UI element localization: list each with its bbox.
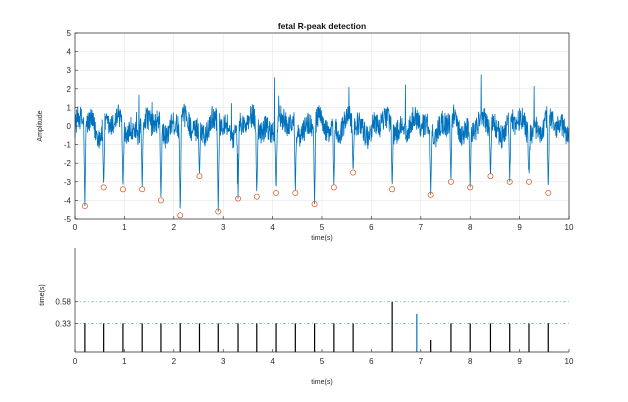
- detected-peak-marker: [526, 178, 532, 185]
- detected-peak-markers: [81, 169, 552, 219]
- rr-interval-stems: [84, 301, 549, 352]
- bottom-x-axis-label: time(s): [311, 379, 332, 386]
- detected-peak-marker: [350, 169, 357, 176]
- top-x-tick-label: 2: [172, 223, 177, 232]
- top-y-tick-label: -5: [64, 215, 72, 224]
- detected-peak-marker: [311, 201, 318, 208]
- reference-lines: [75, 301, 569, 324]
- top-x-ticks: 0 1 2 3 4 5 6 7 8 9 10: [73, 216, 574, 232]
- detected-peak-marker: [447, 178, 454, 185]
- top-y-axis-label: Amplitude: [37, 110, 44, 141]
- detected-peak-marker: [177, 212, 184, 219]
- detected-peak-marker: [119, 186, 126, 193]
- detected-peak-marker: [273, 190, 280, 196]
- bottom-x-tick-label: 8: [468, 357, 473, 366]
- detected-peak-marker: [215, 208, 222, 215]
- bottom-x-ticks: 0 1 2 3 4 5 6 7 8 9 10: [73, 349, 574, 366]
- detected-peak-marker: [545, 190, 552, 196]
- top-y-tick-label: 2: [67, 85, 72, 94]
- bottom-x-tick-label: 3: [221, 357, 226, 366]
- detected-peak-marker: [427, 191, 434, 198]
- top-x-tick-label: 8: [468, 223, 473, 232]
- top-y-tick-label: 0: [67, 122, 72, 131]
- detected-peak-marker: [139, 186, 146, 193]
- bottom-y-axis-label: time(s): [39, 284, 46, 305]
- top-x-axis-label: time(s): [311, 235, 332, 242]
- top-plot: 0 1 2 3 4 5 6 7 8 9 10 -5 -4 -3 -2 -1 0 1 2 3 4 5 fetal R-pe…: [37, 21, 574, 242]
- top-y-ticks: -5 -4 -3 -2 -1 0 1 2 3 4 5: [64, 29, 78, 224]
- detected-peak-marker: [467, 184, 474, 191]
- bottom-x-tick-label: 0: [73, 357, 78, 366]
- bottom-x-tick-label: 4: [270, 357, 275, 366]
- top-y-tick-label: -3: [64, 178, 72, 187]
- bottom-x-tick-label: 6: [369, 357, 374, 366]
- top-x-tick-label: 5: [320, 223, 325, 232]
- detected-peak-marker: [330, 184, 337, 191]
- detected-peak-marker: [158, 197, 164, 204]
- top-x-tick-label: 6: [369, 223, 374, 232]
- top-y-tick-label: 3: [67, 66, 72, 75]
- top-y-tick-label: 1: [67, 103, 72, 112]
- top-y-tick-label: -4: [64, 196, 72, 205]
- bottom-y-tick-label: 0.58: [55, 298, 71, 307]
- top-x-tick-label: 4: [270, 223, 275, 232]
- bottom-x-tick-label: 10: [565, 357, 574, 366]
- detected-peak-marker: [100, 184, 107, 191]
- top-chart-title: fetal R-peak detection: [278, 21, 366, 31]
- detected-peak-marker: [235, 195, 241, 202]
- bottom-y-ticks: 0.33 0.58: [55, 298, 78, 328]
- top-x-tick-label: 1: [122, 223, 127, 232]
- detected-peak-marker: [487, 173, 494, 180]
- detected-peak-marker: [292, 190, 299, 196]
- top-x-tick-label: 3: [221, 223, 226, 232]
- top-x-tick-label: 10: [565, 223, 574, 232]
- detected-peak-marker: [389, 186, 396, 193]
- detected-peak-marker: [253, 193, 260, 200]
- bottom-y-tick-label: 0.33: [55, 319, 71, 328]
- top-y-tick-label: 4: [67, 48, 72, 57]
- top-y-tick-label: 5: [67, 29, 72, 38]
- top-x-tick-label: 7: [419, 223, 424, 232]
- top-x-tick-label: 0: [73, 223, 78, 232]
- detected-peak-marker: [506, 178, 513, 185]
- bottom-x-tick-label: 7: [419, 357, 424, 366]
- top-x-tick-label: 9: [517, 223, 522, 232]
- ecg-signal-line: [74, 74, 570, 212]
- top-y-tick-label: -2: [64, 159, 72, 168]
- bottom-plot: 0 1 2 3 4 5 6 7 8 9 10 0.33 0.58 time(s) time(s): [39, 248, 574, 386]
- bottom-x-tick-label: 9: [517, 357, 522, 366]
- bottom-x-tick-label: 5: [320, 357, 325, 366]
- bottom-x-tick-label: 2: [172, 357, 177, 366]
- top-y-tick-label: -1: [64, 141, 72, 150]
- detected-peak-marker: [81, 203, 88, 209]
- bottom-x-tick-label: 1: [122, 357, 127, 366]
- detected-peak-marker: [196, 173, 203, 180]
